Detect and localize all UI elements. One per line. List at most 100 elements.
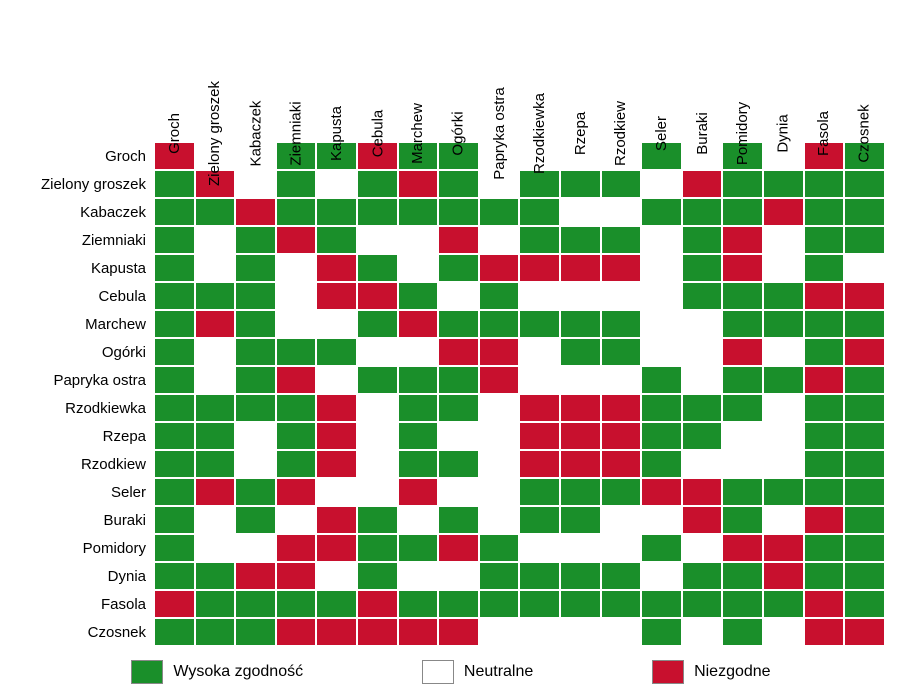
- heatmap-cell: [844, 338, 885, 366]
- heatmap-cell: [641, 338, 682, 366]
- heatmap-cell: [804, 170, 845, 198]
- heatmap-cell: [235, 394, 276, 422]
- heatmap-cell: [154, 450, 195, 478]
- heatmap-cell: [438, 590, 479, 618]
- heatmap-cell: [235, 254, 276, 282]
- heatmap-cell: [276, 506, 317, 534]
- heatmap-cell: [316, 338, 357, 366]
- row-label: Papryka ostra: [12, 366, 154, 394]
- heatmap-cell: [235, 366, 276, 394]
- heatmap-cell: [641, 562, 682, 590]
- heatmap-cell: [195, 534, 236, 562]
- heatmap-cell: [398, 506, 439, 534]
- heatmap-cell: [722, 198, 763, 226]
- heatmap-cell: [357, 534, 398, 562]
- heatmap-cell: [195, 562, 236, 590]
- heatmap-cell: [560, 282, 601, 310]
- heatmap-cell: [722, 506, 763, 534]
- heatmap-cell: [682, 450, 723, 478]
- column-header-label: Papryka ostra: [491, 87, 508, 180]
- heatmap-cell: [641, 170, 682, 198]
- heatmap-cell: [316, 450, 357, 478]
- column-header-label: Cebula: [369, 110, 386, 158]
- heatmap-cell: [276, 422, 317, 450]
- heatmap-cell: [763, 422, 804, 450]
- heatmap-cell: [479, 506, 520, 534]
- heatmap-cell: [276, 534, 317, 562]
- heatmap-cell: [195, 226, 236, 254]
- heatmap-cell: [195, 310, 236, 338]
- heatmap-cell: [804, 590, 845, 618]
- heatmap-cell: [804, 478, 845, 506]
- heatmap-cell: [316, 310, 357, 338]
- heatmap-cell: [519, 226, 560, 254]
- heatmap-cell: [479, 394, 520, 422]
- heatmap-cell: [763, 478, 804, 506]
- heatmap-cell: [844, 422, 885, 450]
- heatmap-cell: [438, 534, 479, 562]
- heatmap-cell: [682, 478, 723, 506]
- heatmap-cell: [316, 198, 357, 226]
- heatmap-cell: [519, 254, 560, 282]
- heatmap-cell: [560, 422, 601, 450]
- heatmap-cell: [479, 618, 520, 646]
- heatmap-cell: [804, 366, 845, 394]
- heatmap-cell: [438, 478, 479, 506]
- heatmap-cell: [195, 198, 236, 226]
- heatmap-cell: [641, 450, 682, 478]
- heatmap-cell: [844, 394, 885, 422]
- heatmap-cell: [763, 338, 804, 366]
- heatmap-cell: [479, 478, 520, 506]
- heatmap-cell: [398, 282, 439, 310]
- heatmap-cell: [844, 198, 885, 226]
- heatmap-cell: [479, 562, 520, 590]
- heatmap-cell: [560, 534, 601, 562]
- heatmap-cell: [195, 478, 236, 506]
- column-headers: GrochZielony groszekKabaczekZiemniakiKap…: [154, 12, 885, 142]
- heatmap-cell: [560, 618, 601, 646]
- heatmap-cell: [519, 282, 560, 310]
- heatmap-cell: [276, 282, 317, 310]
- heatmap-cell: [560, 310, 601, 338]
- heatmap-cell: [601, 366, 642, 394]
- heatmap-cell: [398, 366, 439, 394]
- heatmap-cell: [398, 170, 439, 198]
- column-header-label: Groch: [166, 113, 183, 154]
- heatmap-cell: [316, 506, 357, 534]
- heatmap-cell: [804, 450, 845, 478]
- column-header-label: Fasola: [815, 111, 832, 156]
- heatmap-cell: [276, 590, 317, 618]
- heatmap-cell: [682, 366, 723, 394]
- heatmap-cell: [276, 254, 317, 282]
- heatmap-cell: [195, 338, 236, 366]
- heatmap-cell: [804, 562, 845, 590]
- column-header-label: Ziemniaki: [288, 101, 305, 165]
- row-label: Marchew: [12, 310, 154, 338]
- heatmap-cell: [154, 534, 195, 562]
- column-header-label: Seler: [653, 116, 670, 151]
- heatmap-cell: [560, 394, 601, 422]
- heatmap-cell: [398, 198, 439, 226]
- heatmap-cell: [641, 618, 682, 646]
- heatmap-cell: [560, 478, 601, 506]
- heatmap-cell: [316, 422, 357, 450]
- heatmap-cell: [560, 170, 601, 198]
- heatmap-cell: [438, 338, 479, 366]
- column-header: Buraki: [682, 12, 723, 142]
- row-label: Cebula: [12, 282, 154, 310]
- heatmap-cell: [357, 338, 398, 366]
- heatmap-cell: [682, 170, 723, 198]
- heatmap-cell: [601, 170, 642, 198]
- heatmap-cell: [398, 226, 439, 254]
- heatmap-cell: [357, 506, 398, 534]
- heatmap-cell: [316, 534, 357, 562]
- heatmap-cell: [235, 562, 276, 590]
- heatmap-cell: [844, 282, 885, 310]
- heatmap-cell: [357, 562, 398, 590]
- heatmap-cell: [682, 198, 723, 226]
- heatmap-cell: [844, 478, 885, 506]
- heatmap-cell: [357, 450, 398, 478]
- heatmap-cell: [316, 618, 357, 646]
- heatmap-cell: [519, 394, 560, 422]
- heatmap-cell: [519, 310, 560, 338]
